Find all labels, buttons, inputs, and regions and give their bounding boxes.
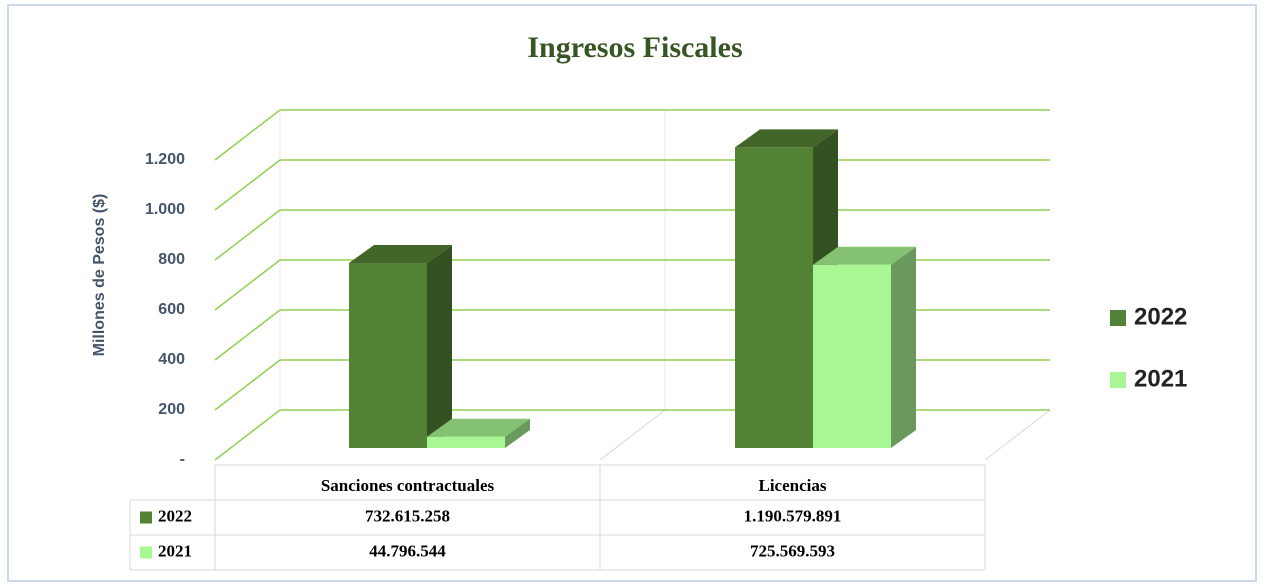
data-label: 1.190.579.891 — [744, 506, 842, 525]
table-legend-swatch — [140, 546, 152, 559]
bar-side — [891, 246, 916, 448]
grid-line — [214, 359, 281, 411]
y-tick-label: 600 — [158, 301, 185, 318]
bar — [349, 263, 427, 448]
y-tick-label: - — [180, 451, 185, 468]
grid-line — [214, 409, 281, 461]
bar — [735, 147, 813, 448]
table-series-label: 2021 — [158, 541, 192, 560]
y-tick-label: 200 — [158, 401, 185, 418]
data-label: 44.796.544 — [369, 541, 446, 560]
data-label: 732.615.258 — [365, 506, 450, 525]
bar-side — [427, 245, 452, 448]
legend-label: 2022 — [1134, 303, 1187, 330]
bar-side — [505, 418, 530, 448]
x-tick-label: Sanciones contractuales — [321, 476, 495, 495]
grid-line — [214, 109, 281, 161]
y-axis-title: Millones de Pesos ($) — [91, 194, 108, 357]
floor-edge — [984, 409, 1051, 461]
x-tick-label: Licencias — [759, 476, 827, 495]
legend-label: 2021 — [1134, 365, 1187, 392]
bar-top — [427, 418, 530, 437]
table-legend-swatch — [140, 511, 152, 524]
legend-swatch — [1110, 372, 1126, 388]
grid-line — [214, 209, 281, 261]
floor-divider — [599, 409, 666, 461]
bar-top — [349, 245, 452, 264]
grid-line — [214, 259, 281, 311]
y-tick-label: 800 — [158, 251, 185, 268]
y-tick-label: 1.200 — [145, 151, 185, 168]
table-series-label: 2022 — [158, 506, 192, 525]
bar-top — [813, 246, 916, 265]
chart-frame — [7, 4, 1257, 582]
y-tick-label: 1.000 — [145, 201, 185, 218]
bar-top — [735, 129, 838, 148]
y-tick-label: 400 — [158, 351, 185, 368]
legend-swatch — [1110, 310, 1126, 326]
bar — [427, 436, 505, 448]
chart-title: Ingresos Fiscales — [527, 31, 742, 64]
grid-line — [214, 309, 281, 361]
grid-line — [214, 159, 281, 211]
bar — [813, 264, 891, 448]
data-label: 725.569.593 — [750, 541, 835, 560]
